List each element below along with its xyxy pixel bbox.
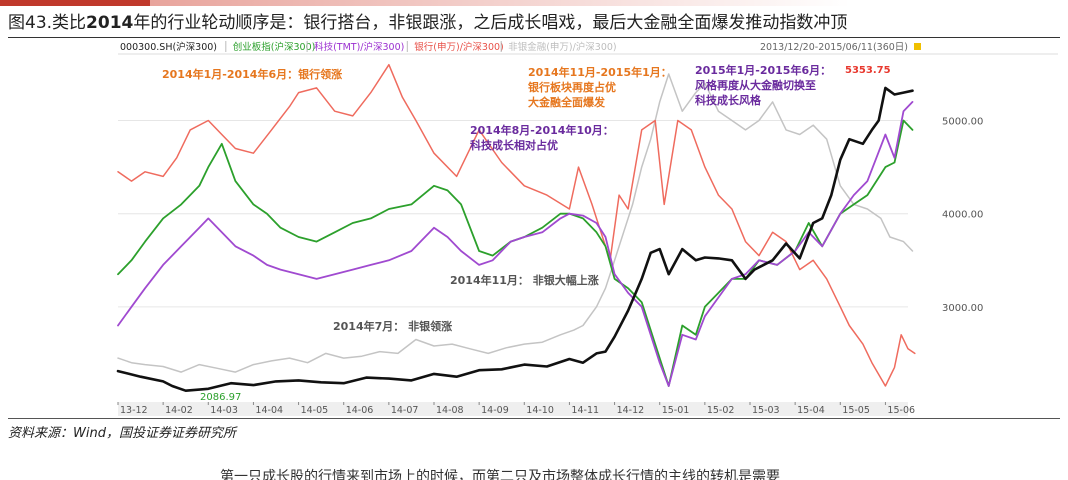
- y-tick-label: 5000.00: [942, 117, 983, 128]
- line-chart: 000300.SH(沪深300) 创业板指(沪深300)科技(TMT)/沪深300…: [116, 41, 1058, 416]
- annotation-label: 2014年11月-2015年1月：: [528, 65, 672, 79]
- source-rule: [8, 418, 1060, 419]
- x-tick-label: 14-04: [255, 405, 283, 416]
- legend-item: 银行(申万)/沪深300): [414, 41, 503, 53]
- x-tick-label: 15-02: [707, 405, 735, 416]
- date-range: 2013/12/20-2015/06/11(360日): [760, 42, 908, 53]
- y-tick-label: 3000.00: [942, 303, 983, 314]
- x-tick-label: 15-01: [662, 405, 690, 416]
- annotation-label: 风格再度从大金融切换至: [695, 78, 816, 92]
- x-tick-label: 14-06: [346, 405, 374, 416]
- x-tick-label: 15-03: [752, 405, 780, 416]
- x-tick-label: 14-11: [571, 405, 599, 416]
- low-value-label: 2086.97: [200, 392, 241, 403]
- legend-item: 科技(TMT)/沪深300): [314, 41, 404, 53]
- y-tick-label: 4000.00: [942, 210, 983, 221]
- series-line-hs300: [116, 86, 914, 393]
- figure-rest: 年的行业轮动顺序是：银行搭台，非银跟涨，之后成长唱戏，最后大金融全面爆发推动指数…: [133, 13, 848, 33]
- lock-icon: [914, 43, 921, 50]
- title-rule: [8, 37, 1060, 38]
- x-tick-label: 13-12: [120, 405, 148, 416]
- x-tick-label: 14-12: [617, 405, 645, 416]
- accent-bar-fade: [150, 0, 850, 6]
- x-tick-label: 15-06: [887, 405, 915, 416]
- series-line-nonbank: [117, 73, 914, 373]
- x-tick-label: 15-04: [797, 405, 825, 416]
- x-axis-band: [118, 402, 908, 416]
- peak-value-label: 5353.75: [845, 65, 891, 76]
- figure-year: 2014: [86, 13, 134, 33]
- annotation-label: 科技成长风格: [695, 93, 762, 107]
- legend-item: 创业板指(沪深300): [233, 41, 316, 53]
- x-tick-label: 15-05: [842, 405, 870, 416]
- series-line-tech: [117, 101, 914, 387]
- x-tick-label: 14-03: [210, 405, 238, 416]
- annotation-label: 科技成长相对占优: [470, 138, 558, 152]
- annotation-label: 2014年8月-2014年10月：: [470, 123, 614, 137]
- x-tick-label: 14-02: [165, 405, 193, 416]
- x-tick-label: 14-07: [391, 405, 419, 416]
- figure-label: 图43.类比: [8, 13, 87, 33]
- annotation-label: 2015年1月-2015年6月：: [695, 63, 831, 77]
- x-tick-label: 14-05: [301, 405, 329, 416]
- annotation-label: 大金融全面爆发: [528, 95, 606, 109]
- x-tick-label: 14-08: [436, 405, 464, 416]
- series-line-bank: [117, 63, 916, 387]
- x-tick-label: 14-09: [481, 405, 509, 416]
- annotation-label: 2014年1月-2014年6月：银行领涨: [162, 67, 342, 81]
- annotation-label: 银行板块再度占优: [528, 80, 616, 94]
- annotation-label: 2014年7月： 非银领涨: [333, 319, 452, 333]
- top-accent-bar: [0, 0, 1068, 6]
- legend-item: 000300.SH(沪深300): [120, 41, 217, 53]
- accent-bar-red: [0, 0, 150, 6]
- figure-title: 图43.类比2014年的行业轮动顺序是：银行搭台，非银跟涨，之后成长唱戏，最后大…: [8, 10, 1058, 36]
- source-note: 资料来源：Wind，国投证券证券研究所: [8, 426, 236, 441]
- annotation-label: 2014年11月： 非银大幅上涨: [450, 273, 599, 287]
- legend-item: 非银金融(申万)/沪深300): [508, 41, 616, 53]
- cut-off-paragraph: 第一只成长股的行情来到市场上的时候，而第二只及市场整体成长行情的主线的转机是需要: [220, 469, 780, 480]
- x-tick-label: 14-10: [526, 405, 554, 416]
